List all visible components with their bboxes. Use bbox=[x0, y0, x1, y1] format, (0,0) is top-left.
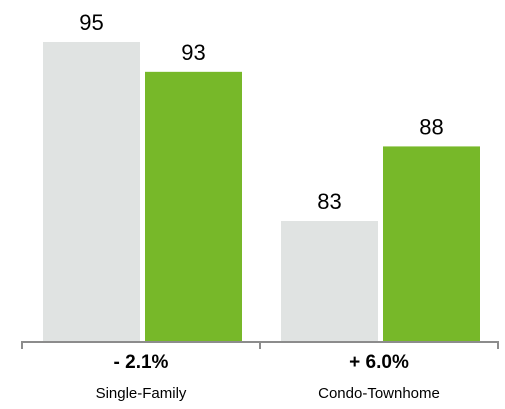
bar-condo-townhome-series-2 bbox=[383, 146, 480, 342]
data-label-single-family-series-1: 95 bbox=[79, 10, 103, 35]
category-label-single-family: Single-Family bbox=[95, 385, 187, 402]
category-change-condo-townhome: + 6.0% bbox=[349, 352, 409, 373]
data-label-condo-townhome-series-1: 83 bbox=[317, 189, 341, 214]
category-label-condo-townhome: Condo-Townhome bbox=[318, 385, 440, 402]
bar-condo-townhome-series-1 bbox=[281, 221, 378, 342]
bar-single-family-series-2 bbox=[145, 71, 242, 342]
bar-single-family-series-1 bbox=[43, 42, 140, 342]
data-label-condo-townhome-series-2: 88 bbox=[419, 114, 443, 139]
data-label-single-family-series-2: 93 bbox=[181, 40, 205, 65]
category-change-single-family: - 2.1% bbox=[113, 352, 169, 373]
